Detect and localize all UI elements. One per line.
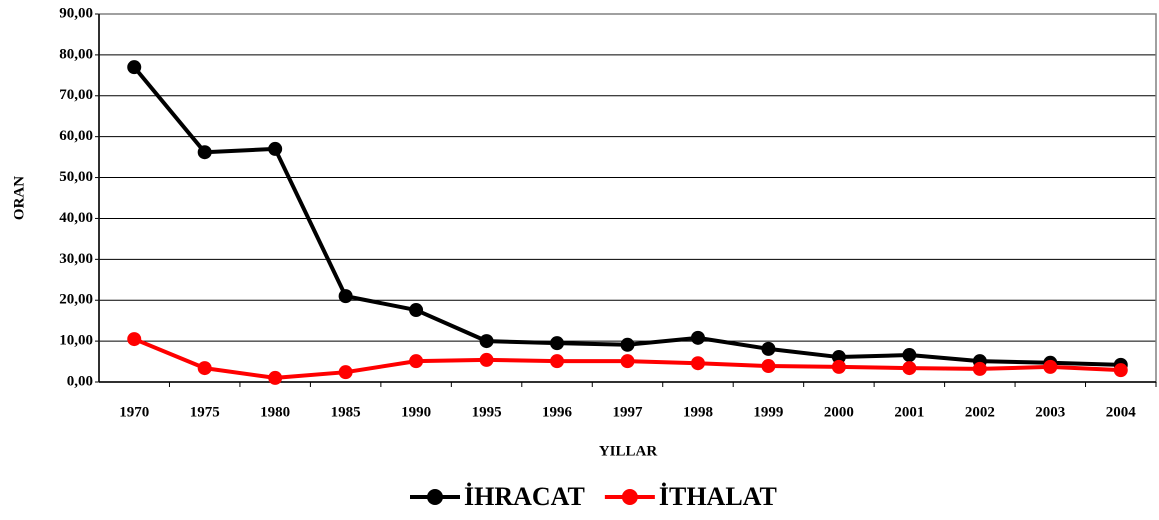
legend-marker <box>427 489 443 505</box>
x-tick-label: 1996 <box>542 404 573 420</box>
point <box>338 365 353 380</box>
y-tick-label: 70,00 <box>59 87 93 103</box>
x-tick-label: 2002 <box>965 404 995 420</box>
point <box>972 361 987 376</box>
y-tick-label: 90,00 <box>59 5 93 21</box>
point <box>831 359 846 374</box>
point <box>690 330 705 345</box>
x-tick-label: 2001 <box>894 404 924 420</box>
point <box>550 336 565 351</box>
x-tick-label: 1985 <box>331 404 361 420</box>
x-tick-label: 2004 <box>1106 404 1137 420</box>
point <box>902 348 917 363</box>
x-tick-label: 2000 <box>824 404 854 420</box>
y-tick-label: 10,00 <box>59 333 93 349</box>
point <box>197 361 212 376</box>
x-tick-label: 2003 <box>1035 404 1065 420</box>
y-tick-label: 0,00 <box>67 373 93 389</box>
x-tick-label: 1970 <box>119 404 149 420</box>
point <box>761 341 776 356</box>
point <box>761 359 776 374</box>
y-tick-label: 20,00 <box>59 292 93 308</box>
point <box>409 354 424 369</box>
y-tick-label: 30,00 <box>59 251 93 267</box>
x-tick-label: 1995 <box>472 404 502 420</box>
x-tick-label: 1975 <box>190 404 220 420</box>
y-tick-label: 60,00 <box>59 128 93 144</box>
point <box>197 145 212 160</box>
point <box>268 370 283 385</box>
point <box>620 337 635 352</box>
legend-label: İHRACAT <box>464 482 585 511</box>
point <box>127 332 142 347</box>
plot-border <box>98 13 1157 383</box>
point <box>409 303 424 318</box>
x-tick-label: 1990 <box>401 404 431 420</box>
point <box>550 354 565 369</box>
y-axis-title: ORAN <box>11 176 27 220</box>
point <box>338 289 353 304</box>
x-tick-label: 1998 <box>683 404 713 420</box>
legend-label: İTHALAT <box>659 482 777 511</box>
x-axis-title: YILLAR <box>599 443 658 459</box>
y-tick-label: 50,00 <box>59 169 93 185</box>
point <box>1113 363 1128 378</box>
point <box>831 350 846 365</box>
series-line <box>132 65 1121 367</box>
point <box>690 356 705 371</box>
y-tick-label: 40,00 <box>59 210 93 226</box>
point <box>620 354 635 369</box>
x-tick-label: 1997 <box>613 404 644 420</box>
legend-marker <box>621 489 638 505</box>
point <box>127 60 142 75</box>
point <box>479 334 494 349</box>
point <box>268 141 283 156</box>
point <box>1043 359 1058 374</box>
point <box>479 352 494 367</box>
point <box>902 361 917 376</box>
x-tick-label: 1980 <box>260 404 290 420</box>
y-tick-label: 80,00 <box>59 46 93 62</box>
x-tick-label: 1999 <box>753 404 783 420</box>
